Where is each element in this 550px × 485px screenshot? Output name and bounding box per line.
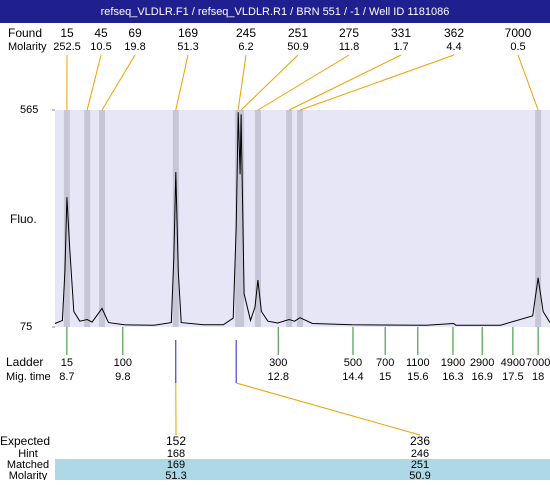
peak-band bbox=[84, 110, 90, 327]
found-size: 15 bbox=[60, 26, 74, 40]
y-tick-label: 75 bbox=[20, 321, 32, 333]
found-connector bbox=[258, 55, 349, 110]
matched-band bbox=[55, 459, 550, 480]
ladder-size: 500 bbox=[344, 357, 362, 369]
ladder-size: 100 bbox=[114, 357, 132, 369]
found-size: 169 bbox=[178, 26, 198, 40]
mig-time: 9.8 bbox=[115, 371, 130, 383]
mig-time: 14.4 bbox=[342, 371, 363, 383]
ladder-size: 4900 bbox=[501, 357, 525, 369]
found-molarity: 11.8 bbox=[339, 41, 360, 53]
expected-molarity: 51.3 bbox=[165, 470, 186, 480]
expected-connector bbox=[236, 383, 420, 435]
title: refseq_VLDLR.F1 / refseq_VLDLR.R1 / BRN … bbox=[101, 6, 450, 18]
mig-time: 15.6 bbox=[407, 371, 428, 383]
peak-band bbox=[297, 110, 303, 327]
peak-band bbox=[99, 110, 105, 327]
ladder-size: 2900 bbox=[470, 357, 494, 369]
y-label: Fluo. bbox=[10, 212, 37, 226]
ladder-size: 700 bbox=[376, 357, 394, 369]
found-molarity: 19.8 bbox=[124, 41, 145, 53]
found-molarity: 10.5 bbox=[90, 41, 111, 53]
found-size: 45 bbox=[94, 26, 108, 40]
found-molarity: 4.4 bbox=[446, 41, 461, 53]
expected-label: Expected bbox=[0, 434, 50, 448]
peak-band bbox=[286, 110, 292, 327]
found-size: 7000 bbox=[505, 26, 532, 40]
ladder-size: 15 bbox=[61, 357, 73, 369]
expected-molarity: 50.9 bbox=[409, 470, 430, 480]
ladder-size: 1100 bbox=[406, 357, 430, 369]
found-connector bbox=[176, 55, 188, 110]
found-molarity: 6.2 bbox=[238, 41, 253, 53]
found-size: 245 bbox=[236, 26, 256, 40]
expected-size: 236 bbox=[410, 434, 430, 448]
found-size: 69 bbox=[128, 26, 142, 40]
found-connector bbox=[87, 55, 101, 110]
ladder-size: 1900 bbox=[441, 357, 465, 369]
peak-band bbox=[173, 110, 179, 327]
peak-band bbox=[255, 110, 261, 327]
found-size: 362 bbox=[444, 26, 464, 40]
found-molarity: 50.9 bbox=[287, 41, 308, 53]
found-size: 251 bbox=[288, 26, 308, 40]
ladder-size: 7000 bbox=[526, 357, 550, 369]
mig-time: 18 bbox=[532, 371, 544, 383]
found-connector bbox=[518, 55, 538, 110]
mig-time: 16.3 bbox=[442, 371, 463, 383]
found-molarity: 0.5 bbox=[510, 41, 525, 53]
found-connector bbox=[289, 55, 401, 110]
found-molarity: 252.5 bbox=[53, 41, 81, 53]
mig-time: 8.7 bbox=[59, 371, 74, 383]
found-size: 275 bbox=[339, 26, 359, 40]
mig-time: 12.8 bbox=[268, 371, 289, 383]
y-tick-label: 565 bbox=[20, 104, 38, 116]
found-molarity: 51.3 bbox=[177, 41, 198, 53]
mig-time: 17.5 bbox=[502, 371, 523, 383]
row-label: Molarity bbox=[9, 470, 48, 480]
found-molarity: 1.7 bbox=[393, 41, 408, 53]
found-size: 331 bbox=[391, 26, 411, 40]
found-connector bbox=[300, 55, 454, 110]
ladder-label: Ladder bbox=[6, 355, 43, 369]
mig-time-label: Mig. time bbox=[6, 371, 51, 383]
molarity-label: Molarity bbox=[8, 41, 47, 53]
mig-time: 15 bbox=[379, 371, 391, 383]
found-connector bbox=[238, 55, 246, 110]
found-connector bbox=[241, 55, 298, 110]
found-connector bbox=[102, 55, 135, 110]
expected-size: 152 bbox=[166, 434, 186, 448]
mig-time: 16.9 bbox=[471, 371, 492, 383]
ladder-size: 300 bbox=[269, 357, 287, 369]
found-label: Found bbox=[8, 26, 42, 40]
peak-band bbox=[64, 110, 70, 327]
